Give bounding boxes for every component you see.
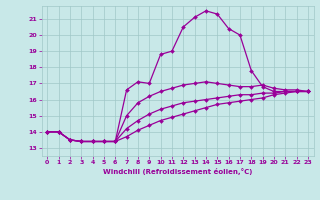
X-axis label: Windchill (Refroidissement éolien,°C): Windchill (Refroidissement éolien,°C) [103,168,252,175]
